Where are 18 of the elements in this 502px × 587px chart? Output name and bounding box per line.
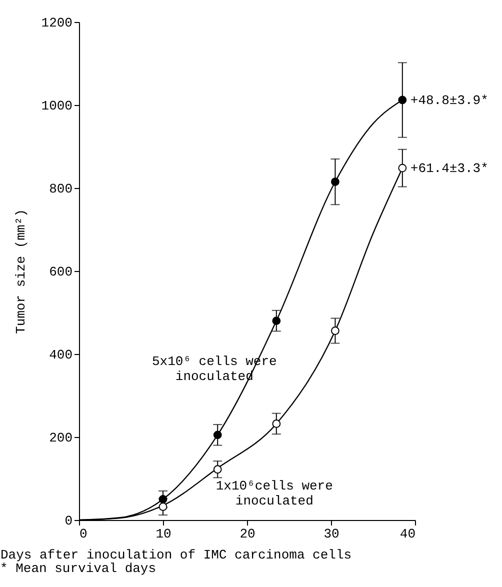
x-tick-label: 10 <box>156 526 172 542</box>
x-tick-label: 20 <box>240 526 256 542</box>
y-tick-label: 800 <box>49 182 72 196</box>
annotation: +61.4±3.3* <box>410 161 488 176</box>
x-axis-title: Days after inoculation of IMC carcinoma cells <box>0 548 352 562</box>
text: * Mean survival days <box>0 561 156 576</box>
y-axis-title: Tumor size (mm²) <box>13 209 28 334</box>
x-tick-label: 0 <box>80 526 88 542</box>
y-tick-label: 1000 <box>41 98 72 114</box>
x-tick-label: 30 <box>324 526 340 542</box>
y-tick-label: 1200 <box>41 16 72 30</box>
y-tick-label: 200 <box>49 430 72 446</box>
annotation: +48.8±3.9* <box>410 93 488 108</box>
y-tick-label: 600 <box>49 264 72 280</box>
y-tick-label: 0 <box>64 514 72 528</box>
series-label: 1x10⁶cells were inoculated <box>216 478 333 509</box>
y-tick-label: 400 <box>49 348 72 362</box>
x-tick-label: 40 <box>400 526 416 542</box>
